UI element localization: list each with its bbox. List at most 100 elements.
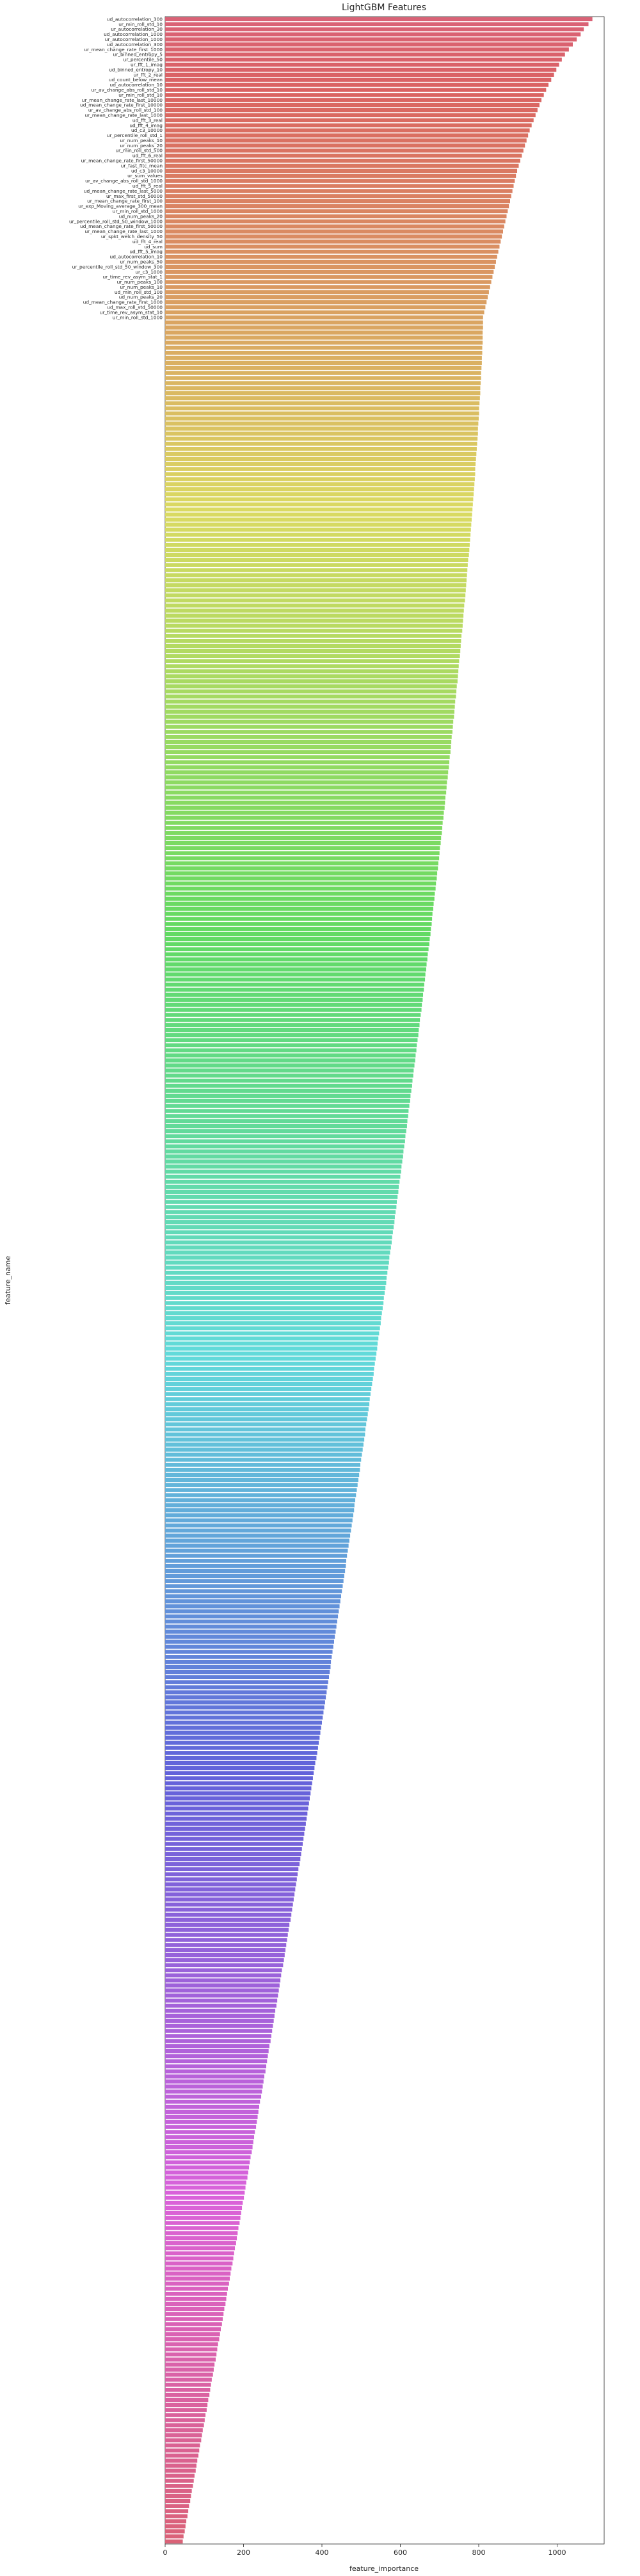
bar bbox=[165, 588, 466, 593]
y-tick-label: ur_mean_change_rate_first_50000 bbox=[81, 158, 163, 164]
bar bbox=[165, 629, 463, 633]
bar bbox=[165, 1938, 287, 1942]
bar bbox=[165, 1412, 368, 1417]
bar bbox=[165, 1397, 370, 1401]
y-tick-label: ur_num_peaks_50 bbox=[120, 259, 163, 264]
bar bbox=[165, 1518, 353, 1523]
bar bbox=[165, 583, 467, 588]
bar bbox=[165, 229, 503, 234]
bar bbox=[165, 234, 502, 239]
y-tick-label: ud_mean_change_rate_first_10000 bbox=[80, 102, 163, 108]
bar bbox=[165, 2125, 257, 2129]
bar bbox=[165, 1129, 406, 1134]
bar bbox=[165, 639, 461, 643]
bar bbox=[165, 245, 500, 249]
bar bbox=[165, 27, 584, 31]
bar bbox=[165, 1422, 367, 1427]
bar bbox=[165, 1847, 302, 1851]
bar bbox=[165, 1912, 292, 1917]
y-tick-label: ur_binned_entropy_5 bbox=[113, 52, 163, 58]
bar bbox=[165, 922, 432, 926]
bar bbox=[165, 1063, 415, 1068]
bar bbox=[165, 2191, 245, 2195]
bar bbox=[165, 1245, 391, 1250]
bar bbox=[165, 790, 447, 795]
y-tick-label: ud_fft_6_real bbox=[132, 153, 163, 159]
bar bbox=[165, 1796, 310, 1801]
bar bbox=[165, 1058, 415, 1063]
bar bbox=[165, 103, 540, 108]
bar bbox=[165, 1928, 289, 1932]
bar bbox=[165, 2322, 222, 2326]
y-tick-label: ur_time_rev_asym_stat_10 bbox=[100, 309, 163, 315]
bar bbox=[165, 1897, 294, 1902]
bar bbox=[165, 1407, 369, 1412]
bar bbox=[165, 1655, 332, 1659]
bar bbox=[165, 1837, 304, 1841]
y-tick-label: ud_fft_4_imag bbox=[129, 122, 163, 128]
bar bbox=[165, 720, 454, 724]
bar bbox=[165, 173, 516, 178]
bar bbox=[165, 2524, 186, 2529]
bar bbox=[165, 467, 476, 471]
bar bbox=[165, 456, 476, 462]
bar bbox=[165, 1856, 301, 1862]
bar bbox=[165, 2499, 191, 2504]
bar bbox=[165, 805, 445, 810]
bar bbox=[165, 1159, 403, 1164]
bar bbox=[165, 2458, 198, 2463]
bar bbox=[165, 2200, 243, 2205]
bar bbox=[165, 295, 488, 300]
bar bbox=[165, 942, 429, 947]
bar bbox=[165, 2337, 220, 2342]
bar bbox=[165, 846, 440, 851]
y-tick-label: ur_mean_change_rate_last_1000 bbox=[84, 112, 163, 118]
y-tick-label: ur_min_roll_std_500 bbox=[116, 148, 163, 154]
bar bbox=[165, 2448, 200, 2453]
bar bbox=[165, 1346, 378, 1351]
bar bbox=[165, 1205, 397, 1209]
bar bbox=[165, 1594, 342, 1598]
chart-title: LightGBM Features bbox=[342, 3, 426, 13]
bar bbox=[165, 1321, 381, 1326]
bar bbox=[165, 1154, 403, 1159]
y-tick-label: ur_fft_2_real bbox=[133, 72, 163, 77]
bar bbox=[165, 204, 509, 209]
bar bbox=[165, 598, 465, 603]
bar bbox=[165, 108, 538, 113]
bar bbox=[165, 2155, 251, 2160]
bar bbox=[165, 1230, 393, 1235]
bar bbox=[165, 739, 452, 745]
bar bbox=[165, 654, 460, 659]
bar bbox=[165, 2135, 255, 2139]
bar bbox=[165, 694, 456, 699]
y-tick-label: ud_c3_10000 bbox=[131, 127, 163, 133]
bar bbox=[165, 477, 475, 481]
bar bbox=[165, 624, 463, 628]
bar bbox=[165, 1109, 409, 1113]
bar bbox=[165, 2291, 227, 2296]
y-tick-label: ud_fft_5_real bbox=[132, 183, 163, 189]
bar bbox=[165, 128, 530, 133]
bar bbox=[165, 32, 581, 36]
bar bbox=[165, 376, 481, 380]
y-tick-label: ur_time_rev_asym_stat_1 bbox=[102, 274, 163, 280]
bar bbox=[165, 689, 457, 694]
bar bbox=[165, 1291, 385, 1295]
bar bbox=[165, 2301, 226, 2306]
bar bbox=[165, 699, 456, 704]
bar bbox=[165, 826, 443, 830]
bar bbox=[165, 1533, 351, 1538]
bar bbox=[165, 2317, 223, 2321]
bar bbox=[165, 1498, 356, 1502]
bar bbox=[165, 1771, 314, 1776]
y-tick-label: ud_autocorrelation_1000 bbox=[104, 31, 163, 37]
bar bbox=[165, 2312, 224, 2316]
bar bbox=[165, 1746, 318, 1750]
bar bbox=[165, 2099, 260, 2104]
bar bbox=[165, 2064, 267, 2068]
bar bbox=[165, 972, 426, 977]
bar bbox=[165, 1068, 414, 1073]
bar bbox=[165, 1609, 339, 1614]
x-tick-label: 400 bbox=[316, 2548, 329, 2557]
